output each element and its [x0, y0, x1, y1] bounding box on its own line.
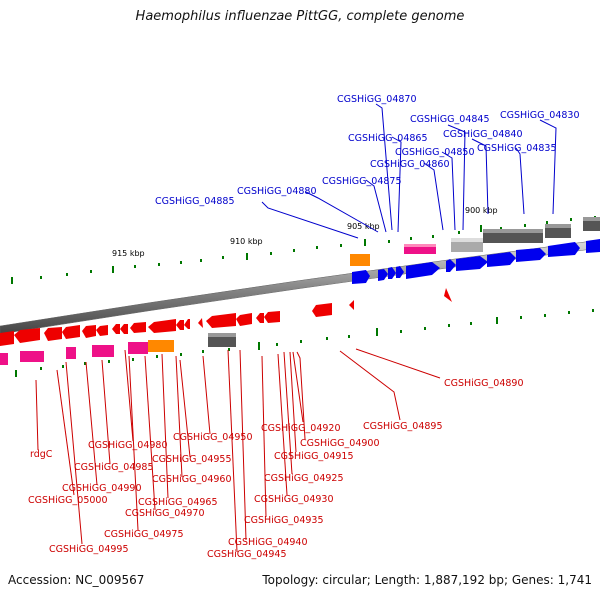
orange-feature — [148, 340, 174, 352]
forward-gene-labels: CGSHiGG_04870 CGSHiGG_04830 CGSHiGG_0484… — [155, 94, 580, 207]
reverse-gene-arrow — [176, 320, 184, 330]
forward-gene-label: CGSHiGG_04830 — [500, 110, 580, 121]
forward-gene-arrow — [446, 259, 456, 272]
reverse-gene-label: CGSHiGG_04920 — [261, 423, 341, 434]
reverse-gene-arrow — [14, 328, 40, 343]
scale-labels: 915 kbp 910 kbp 905 kbp 900 kbp — [112, 206, 498, 258]
reverse-gene-label: CGSHiGG_04995 — [49, 544, 129, 555]
forward-gene-label: CGSHiGG_04865 — [348, 133, 428, 144]
reverse-gene-arrow — [130, 322, 146, 333]
pink-feature — [20, 351, 44, 362]
reverse-gene-label: CGSHiGG_04965 — [138, 497, 218, 508]
upper-scale-ticks — [11, 216, 596, 284]
reverse-gene-arrow — [62, 325, 80, 339]
reverse-gene-arrow — [264, 311, 280, 323]
reverse-gene-arrow — [256, 313, 264, 323]
reverse-gene-label: rdgC — [30, 449, 53, 460]
reverse-gene-label: CGSHiGG_04975 — [104, 529, 184, 540]
reverse-gene-label: CGSHiGG_04990 — [62, 483, 142, 494]
forward-gene-label: CGSHiGG_04835 — [477, 143, 557, 154]
reverse-gene-arrow — [236, 313, 252, 326]
reverse-gene-label: CGSHiGG_04890 — [444, 378, 524, 389]
reverse-gene-label: CGSHiGG_04895 — [363, 421, 443, 432]
forward-gene-arrow — [456, 256, 488, 271]
forward-gene-label: CGSHiGG_04875 — [322, 176, 402, 187]
reverse-gene-label: CGSHiGG_04925 — [264, 473, 344, 484]
reverse-genes — [0, 288, 452, 365]
scale-label: 900 kbp — [465, 206, 498, 215]
reverse-gene-label: CGSHiGG_04970 — [125, 508, 205, 519]
reverse-gene-arrow — [148, 319, 176, 333]
pink-feature — [66, 347, 76, 359]
reverse-gene-label: CGSHiGG_04945 — [207, 549, 287, 560]
genome-summary-text: Topology: circular; Length: 1,887,192 bp… — [262, 573, 592, 587]
pink-feature — [0, 353, 8, 365]
reverse-gene-arrow — [120, 324, 128, 334]
lower-scale-ticks — [15, 309, 594, 377]
accession-text: Accession: NC_009567 — [8, 573, 145, 587]
reverse-gene-arrow — [184, 319, 190, 329]
pink-feature — [92, 345, 114, 357]
reverse-gene-label: CGSHiGG_04980 — [88, 440, 168, 451]
forward-gene-arrow — [378, 269, 388, 281]
forward-gene-label: CGSHiGG_04840 — [443, 129, 523, 140]
forward-gene-label: CGSHiGG_04845 — [410, 114, 490, 125]
forward-gene-label: CGSHiGG_04885 — [155, 196, 235, 207]
reverse-gene-label: CGSHiGG_04950 — [173, 432, 253, 443]
forward-gene-label: CGSHiGG_04860 — [370, 159, 450, 170]
reverse-gene-arrow — [96, 325, 108, 336]
forward-gene-arrow — [487, 252, 516, 267]
reverse-gene-labels: CGSHiGG_04890 CGSHiGG_04895 CGSHiGG_0492… — [28, 378, 524, 560]
forward-gene-label: CGSHiGG_04850 — [395, 147, 475, 158]
reverse-gene-label: CGSHiGG_04930 — [254, 494, 334, 505]
pink-feature — [404, 244, 436, 254]
map-title: Haemophilus influenzae PittGG, complete … — [135, 9, 465, 24]
forward-gene-arrow — [396, 266, 404, 278]
reverse-gene-arrow — [112, 324, 120, 334]
forward-gene-arrow — [516, 248, 546, 262]
pink-feature — [128, 342, 148, 354]
reverse-gene-label: CGSHiGG_04935 — [244, 515, 324, 526]
forward-label-leaders — [261, 103, 557, 239]
scale-label: 910 kbp — [230, 237, 263, 246]
forward-gene-arrow — [406, 262, 440, 279]
reverse-gene-label: CGSHiGG_04985 — [74, 462, 154, 473]
orange-feature — [350, 254, 370, 266]
reverse-gene-arrow — [312, 303, 332, 317]
reverse-gene-arrow — [82, 325, 96, 338]
reverse-gene-arrow — [206, 313, 236, 328]
forward-gene-arrow — [388, 267, 396, 279]
forward-genes — [350, 217, 600, 284]
reverse-gene-label: CGSHiGG_04900 — [300, 438, 380, 449]
reverse-gene-arrow — [44, 327, 62, 341]
reverse-gene-label: CGSHiGG_04960 — [152, 474, 232, 485]
reverse-gene-arrow — [444, 288, 452, 302]
forward-gene-label: CGSHiGG_04880 — [237, 186, 317, 197]
forward-gene-label: CGSHiGG_04870 — [337, 94, 417, 105]
reverse-gene-label: CGSHiGG_05000 — [28, 495, 108, 506]
forward-gene-arrow — [352, 270, 370, 284]
reverse-gene-label: CGSHiGG_04955 — [152, 454, 232, 465]
scale-label: 915 kbp — [112, 249, 145, 258]
forward-gene-arrow — [548, 242, 580, 257]
reverse-gene-label: CGSHiGG_04940 — [228, 537, 308, 548]
scale-label: 905 kbp — [347, 222, 380, 231]
reverse-gene-arrow — [198, 318, 203, 328]
forward-gene-arrow — [586, 239, 600, 253]
reverse-gene-arrow — [349, 300, 354, 310]
reverse-label-leaders — [35, 348, 441, 553]
reverse-gene-arrow — [0, 331, 14, 346]
reverse-gene-label: CGSHiGG_04915 — [274, 451, 354, 462]
